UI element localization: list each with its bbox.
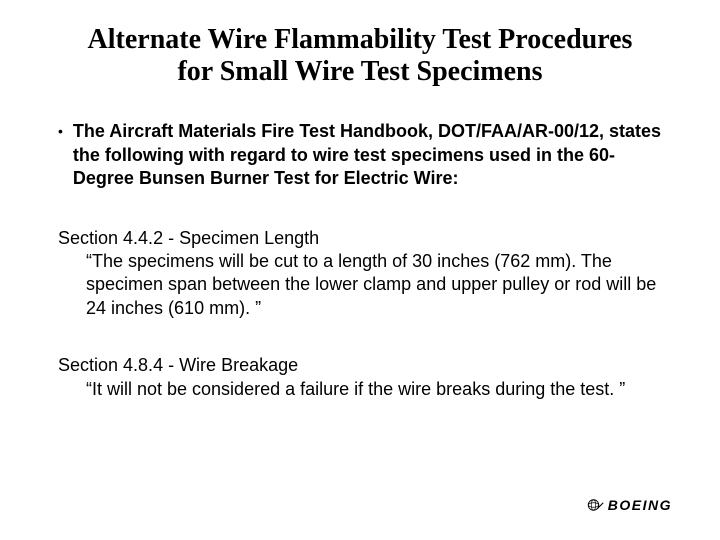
section-2: Section 4.8.4 - Wire Breakage “It will n… bbox=[48, 354, 672, 401]
section-2-body: “It will not be considered a failure if … bbox=[58, 378, 672, 401]
company-logo: BOEING bbox=[586, 496, 672, 514]
section-1-body: “The specimens will be cut to a length o… bbox=[58, 250, 672, 320]
globe-icon bbox=[586, 496, 604, 514]
bullet-marker: • bbox=[58, 124, 63, 138]
title-line-1: Alternate Wire Flammability Test Procedu… bbox=[88, 24, 633, 55]
section-1: Section 4.4.2 - Specimen Length “The spe… bbox=[48, 227, 672, 321]
logo-text: BOEING bbox=[608, 497, 672, 513]
title-line-2: for Small Wire Test Specimens bbox=[177, 56, 542, 87]
section-1-heading: Section 4.4.2 - Specimen Length bbox=[58, 227, 672, 250]
slide-title: Alternate Wire Flammability Test Procedu… bbox=[48, 24, 672, 88]
section-2-heading: Section 4.8.4 - Wire Breakage bbox=[58, 354, 672, 377]
bullet-text: The Aircraft Materials Fire Test Handboo… bbox=[73, 120, 672, 190]
bullet-item: • The Aircraft Materials Fire Test Handb… bbox=[48, 120, 672, 190]
slide-container: Alternate Wire Flammability Test Procedu… bbox=[0, 0, 720, 540]
